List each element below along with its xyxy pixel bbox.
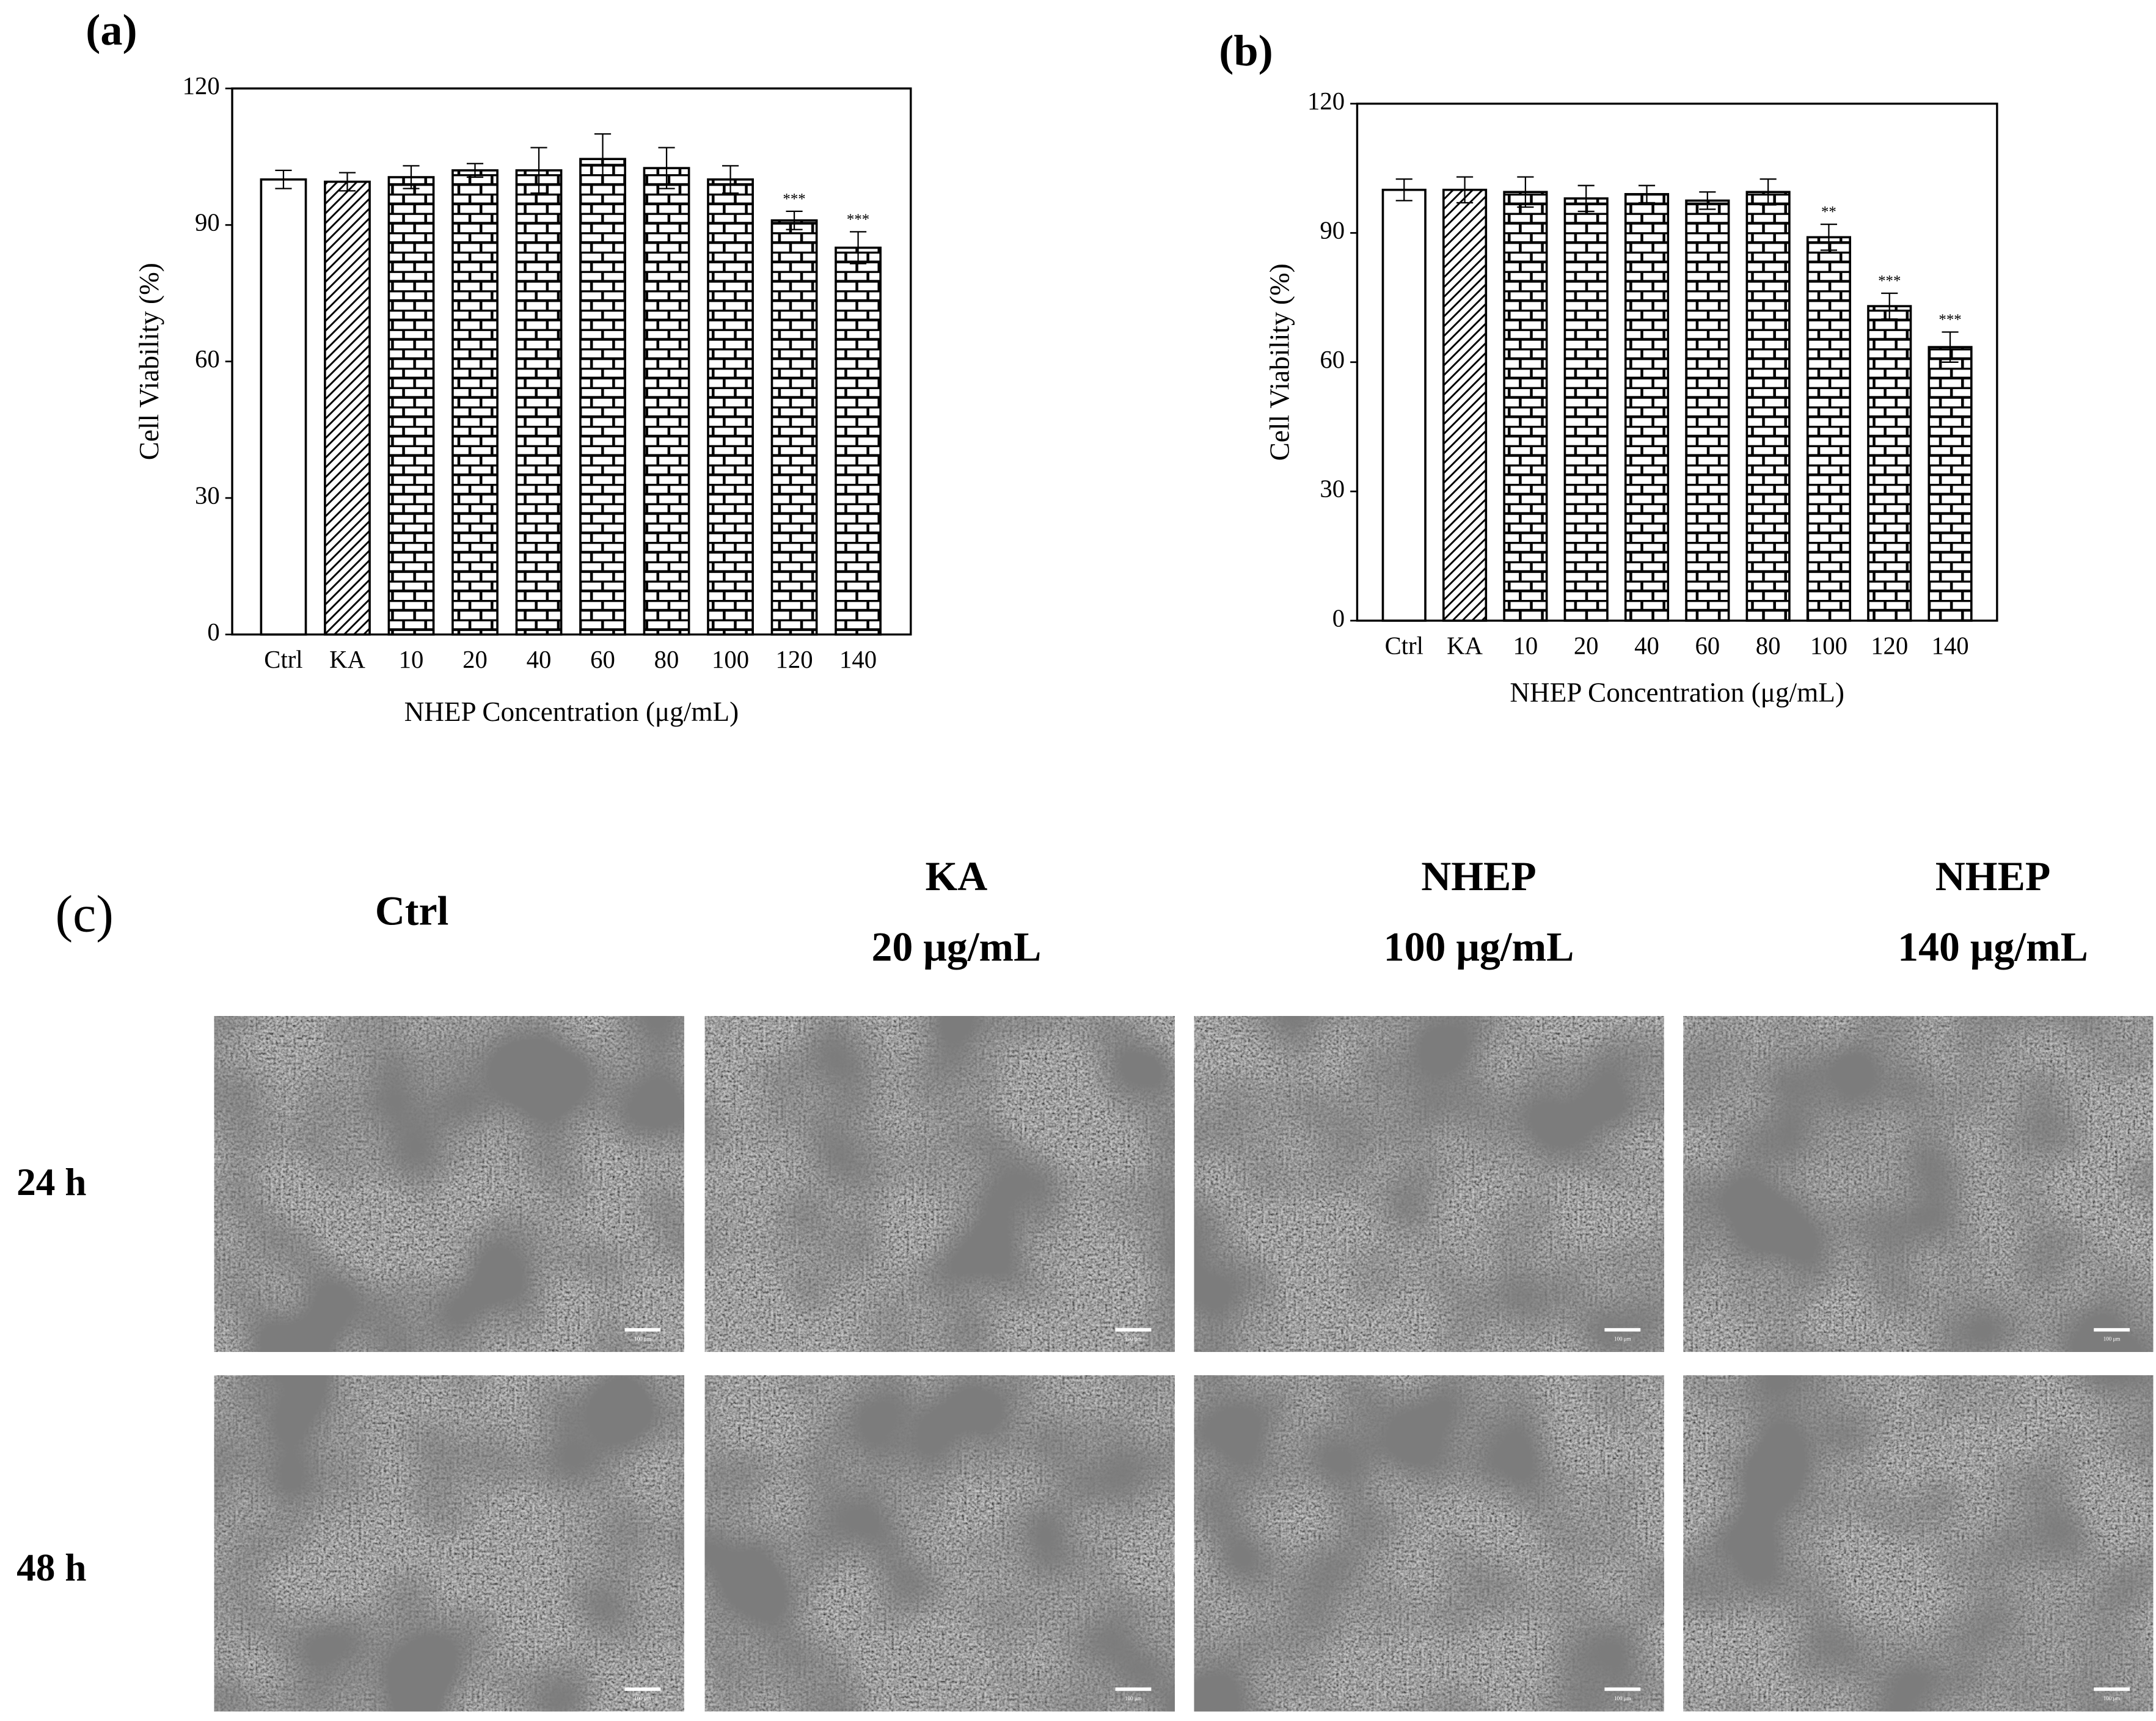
scale-bar-label: 100 μm [2103, 1695, 2121, 1701]
micrograph [214, 1016, 684, 1352]
micrograph [214, 1375, 684, 1712]
scale-bar-label: 100 μm [634, 1695, 651, 1701]
bar [835, 246, 882, 636]
x-axis-label: NHEP Concentration (μg/mL) [404, 696, 739, 727]
x-tick-label: Ctrl [1385, 632, 1423, 660]
panel-label: (b) [1219, 26, 1273, 75]
x-tick-label: 140 [1932, 632, 1969, 660]
x-tick-label: 10 [399, 646, 424, 673]
scale-bar-label: 100 μm [1614, 1336, 1631, 1342]
y-tick-label: 30 [195, 481, 220, 509]
x-axis-label: NHEP Concentration (μg/mL) [1510, 677, 1844, 707]
significance-label: *** [1878, 273, 1901, 290]
x-tick-label: 80 [654, 646, 679, 673]
y-tick-label: 90 [195, 209, 220, 236]
x-tick-label: KA [1447, 632, 1483, 660]
x-tick-label: 140 [839, 646, 877, 673]
bar [1928, 346, 1973, 622]
y-tick-label: 60 [195, 345, 220, 373]
scale-bar-label: 100 μm [634, 1336, 651, 1342]
bar [1745, 191, 1791, 622]
significance-label: *** [783, 191, 805, 208]
y-tick-label: 120 [183, 72, 220, 100]
scale-bar-label: 100 μm [1614, 1695, 1631, 1701]
column-header: Ctrl [375, 888, 449, 934]
x-tick-label: 80 [1756, 632, 1781, 660]
x-tick-label: 20 [462, 646, 488, 673]
x-tick-label: 40 [527, 646, 552, 673]
bar [1442, 188, 1488, 622]
y-tick-label: 0 [207, 618, 219, 646]
bar [770, 219, 818, 636]
y-axis-label: Cell Viability (%) [134, 263, 164, 460]
micrograph [1194, 1375, 1664, 1712]
row-label: 48 h [16, 1546, 86, 1589]
bar [387, 176, 435, 636]
bar [707, 178, 754, 636]
micrograph [1683, 1016, 2154, 1352]
x-tick-label: 120 [1871, 632, 1908, 660]
column-header: KA [926, 853, 988, 899]
bar [515, 169, 563, 636]
column-header: NHEP [1421, 853, 1536, 899]
bar [260, 178, 307, 636]
y-tick-label: 30 [1320, 475, 1345, 503]
y-axis-label: Cell Viability (%) [1265, 263, 1295, 461]
scale-bar-label: 100 μm [1125, 1695, 1142, 1701]
micrograph [1194, 1016, 1664, 1352]
significance-label: *** [847, 211, 869, 228]
bar [1503, 191, 1548, 622]
micrograph [704, 1375, 1175, 1712]
bar [643, 167, 690, 636]
column-header: NHEP [1935, 853, 2050, 899]
panel-label: (c) [55, 884, 113, 943]
column-header: 20 μg/mL [872, 924, 1042, 970]
bar [1563, 197, 1609, 622]
x-tick-label: Ctrl [264, 646, 302, 673]
y-tick-label: 0 [1332, 604, 1345, 632]
x-tick-label: 20 [1574, 632, 1599, 660]
x-tick-label: 100 [1810, 632, 1847, 660]
row-label: 24 h [16, 1161, 86, 1204]
significance-label: ** [1821, 204, 1836, 221]
x-tick-label: 120 [776, 646, 813, 673]
bar [1624, 192, 1670, 622]
x-tick-label: 60 [590, 646, 615, 673]
y-tick-label: 60 [1320, 346, 1345, 373]
column-header: 140 μg/mL [1898, 924, 2088, 970]
column-header: 100 μg/mL [1384, 924, 1574, 970]
x-tick-label: 60 [1695, 632, 1720, 660]
x-tick-label: 10 [1513, 632, 1538, 660]
bar [324, 180, 371, 636]
micrograph [704, 1016, 1175, 1352]
bar [1381, 188, 1427, 622]
panel-label: (a) [86, 5, 137, 54]
scale-bar-label: 100 μm [1125, 1336, 1142, 1342]
scale-bar-label: 100 μm [2103, 1336, 2121, 1342]
bar [579, 158, 626, 636]
micrograph [1683, 1375, 2154, 1712]
y-tick-label: 90 [1320, 217, 1345, 244]
x-tick-label: 40 [1634, 632, 1659, 660]
bar [1806, 236, 1851, 622]
bar [451, 169, 499, 636]
significance-label: *** [1939, 312, 1961, 328]
bar [1685, 199, 1730, 622]
y-tick-label: 120 [1307, 87, 1345, 115]
x-tick-label: 100 [712, 646, 749, 673]
x-tick-label: KA [329, 646, 365, 673]
bar [1867, 305, 1912, 622]
